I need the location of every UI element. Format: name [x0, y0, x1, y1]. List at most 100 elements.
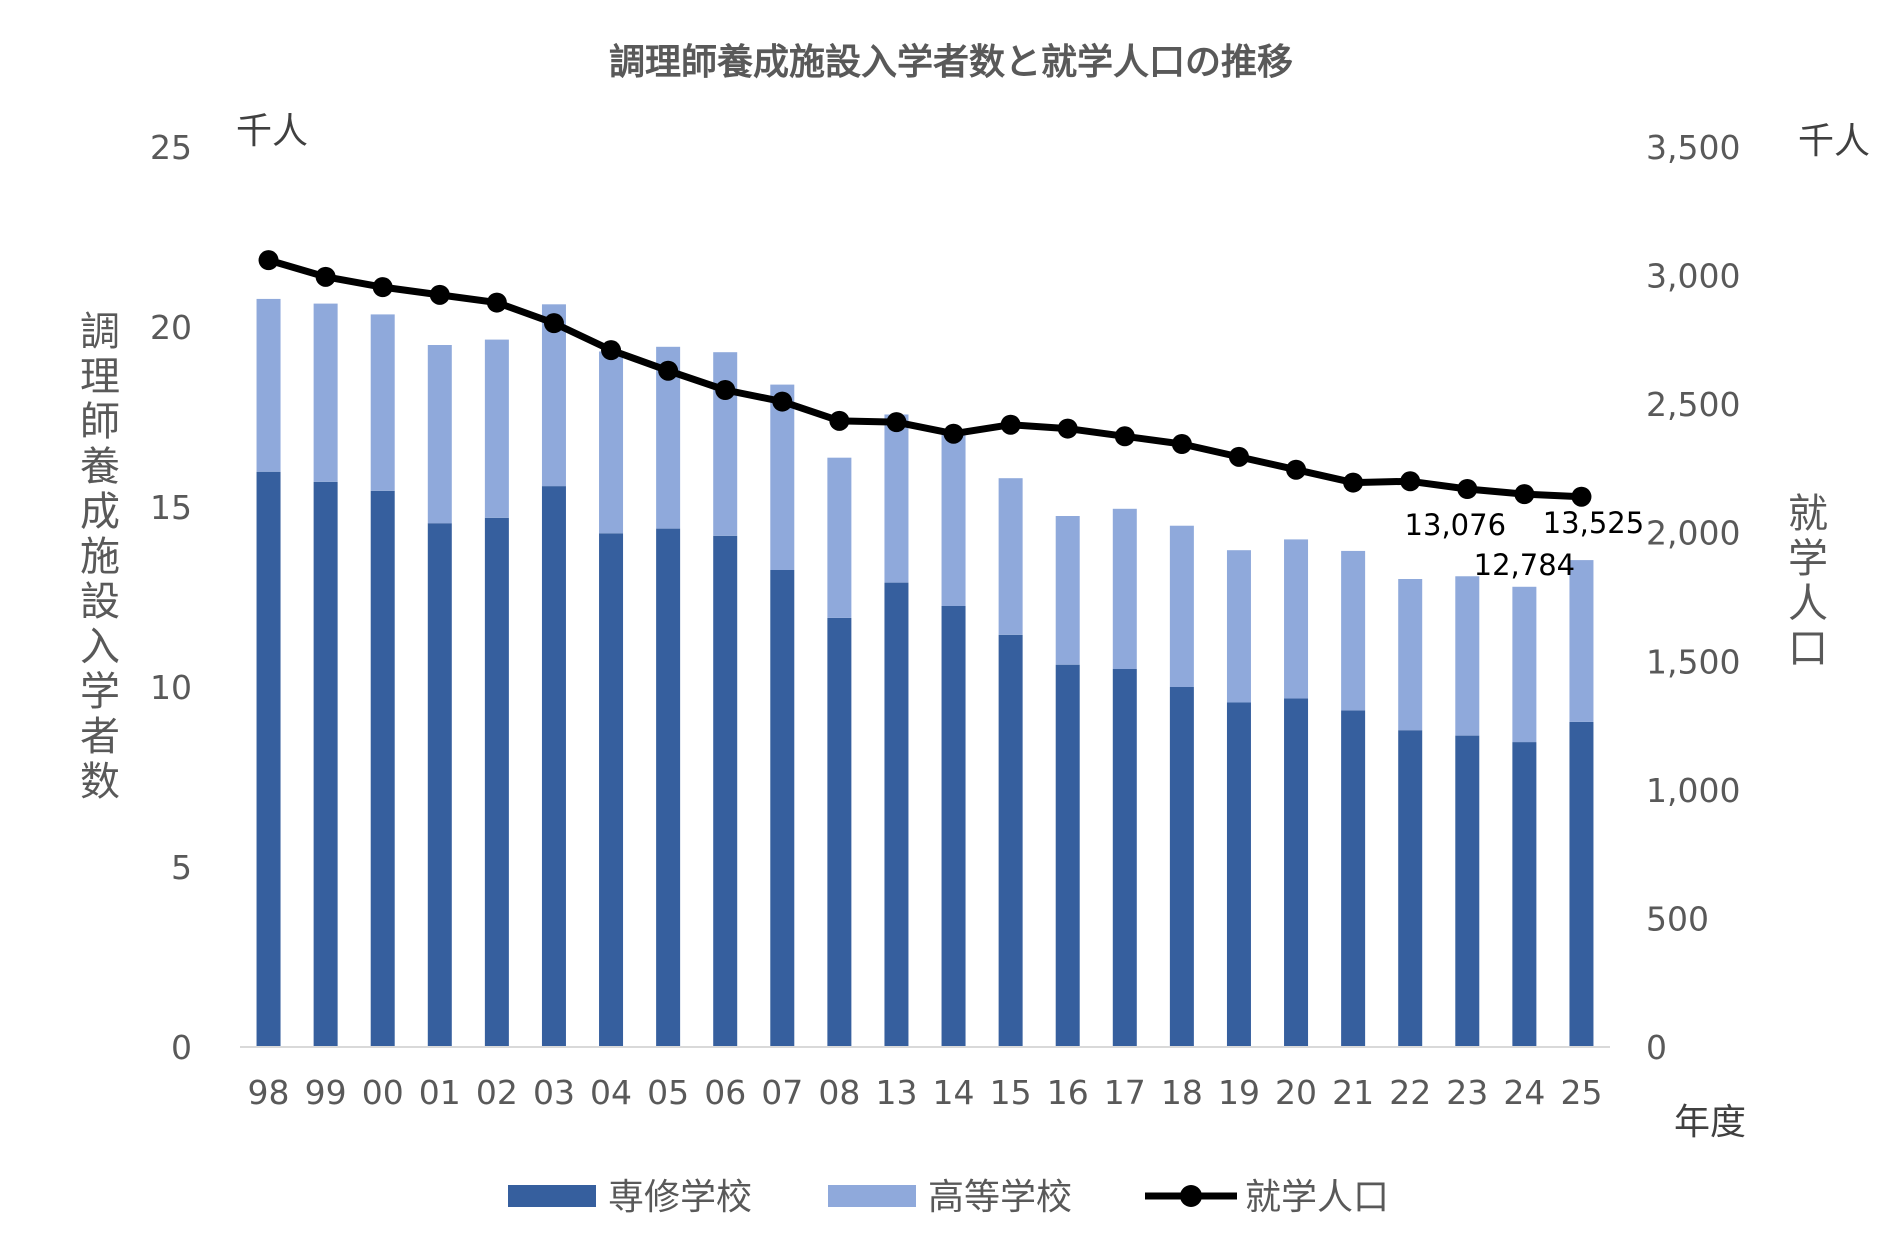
x-tick-label: 14	[933, 1073, 975, 1112]
population-point-20	[1286, 459, 1307, 480]
right-tick-label: 3,500	[1646, 128, 1740, 167]
legend-marker	[1180, 1185, 1202, 1207]
population-line-path	[267, 256, 1582, 501]
bar-senmon-99	[313, 481, 338, 1047]
x-tick-label: 05	[647, 1073, 689, 1112]
population-point-99	[315, 266, 336, 287]
left-tick-label: 15	[150, 488, 192, 527]
population-point-98	[258, 250, 279, 271]
bar-senmon-25	[1569, 721, 1594, 1047]
x-tick-label: 13	[875, 1073, 917, 1112]
population-point-04	[601, 340, 622, 361]
x-tick-label: 03	[533, 1073, 575, 1112]
bar-koto-04	[599, 351, 624, 534]
chart-title: 調理師養成施設入学者数と就学人口の推移	[609, 41, 1293, 83]
population-point-01	[429, 284, 450, 305]
x-tick-label: 02	[476, 1073, 518, 1112]
bar-senmon-06	[713, 535, 738, 1047]
x-tick-label: 24	[1503, 1073, 1545, 1112]
x-tick-label: 16	[1047, 1073, 1089, 1112]
bar-koto-17	[1112, 508, 1137, 669]
bar-koto-18	[1169, 525, 1194, 687]
right-tick-label: 1,000	[1646, 771, 1740, 810]
bar-senmon-15	[998, 634, 1023, 1047]
x-tick-label: 23	[1446, 1073, 1488, 1112]
bar-senmon-03	[541, 486, 566, 1047]
x-tick-label: 17	[1104, 1073, 1146, 1112]
bar-senmon-21	[1341, 710, 1366, 1047]
population-point-24	[1514, 484, 1535, 505]
bar-koto-16	[1055, 516, 1080, 665]
bar-senmon-04	[599, 533, 624, 1047]
bar-senmon-23	[1455, 735, 1480, 1047]
bar-koto-06	[713, 352, 738, 536]
left-axis-unit: 千人	[236, 111, 308, 152]
bar-koto-13	[884, 414, 909, 583]
x-tick-label: 18	[1161, 1073, 1203, 1112]
bar-koto-00	[370, 314, 395, 491]
bar-senmon-20	[1284, 698, 1309, 1047]
left-tick-label: 20	[150, 308, 192, 347]
population-point-21	[1343, 472, 1364, 493]
x-axis-label: 年度	[1674, 1102, 1746, 1143]
right-tick-label: 2,500	[1646, 385, 1740, 424]
population-point-18	[1171, 434, 1192, 454]
right-axis-ticks: 0 500 1,000 1,500 2,000 2,500 3,000 3,500	[1646, 128, 1740, 1067]
population-point-15	[1000, 414, 1021, 435]
x-tick-label: 04	[590, 1073, 632, 1112]
bar-senmon-24	[1512, 742, 1537, 1047]
population-point-13	[886, 412, 907, 433]
right-tick-label: 500	[1646, 899, 1709, 938]
population-point-08	[829, 410, 850, 431]
right-axis-unit: 千人	[1798, 121, 1870, 162]
left-tick-label: 0	[171, 1028, 192, 1067]
legend-label: 専修学校	[608, 1177, 752, 1218]
population-point-16	[1057, 418, 1078, 439]
bar-koto-22	[1398, 579, 1423, 731]
population-point-14	[943, 423, 964, 444]
population-line	[258, 250, 1592, 507]
bar-senmon-00	[370, 490, 395, 1047]
bar-koto-14	[941, 435, 966, 606]
population-point-00	[372, 277, 393, 298]
bar-koto-21	[1341, 550, 1366, 711]
legend-label: 就学人口	[1245, 1177, 1389, 1218]
bar-senmon-18	[1169, 687, 1194, 1047]
right-axis-label: 就学人口	[1788, 491, 1828, 672]
bar-senmon-02	[484, 517, 509, 1047]
legend-swatch	[508, 1185, 596, 1207]
population-point-17	[1114, 426, 1135, 447]
left-axis-ticks: 0 5 10 15 20 25	[150, 128, 192, 1067]
population-point-23	[1457, 479, 1478, 499]
x-tick-label: 99	[305, 1073, 347, 1112]
bar-koto-24	[1512, 586, 1537, 743]
bar-koto-99	[313, 303, 338, 482]
population-point-02	[486, 292, 507, 313]
x-tick-label: 08	[818, 1073, 860, 1112]
right-tick-label: 2,000	[1646, 514, 1740, 553]
bar-senmon-17	[1112, 669, 1137, 1047]
population-point-05	[658, 360, 679, 381]
population-point-03	[543, 313, 564, 334]
left-tick-label: 5	[171, 848, 192, 887]
population-point-07	[772, 391, 793, 412]
x-tick-label: 01	[419, 1073, 461, 1112]
data-label-24: 12,784	[1474, 548, 1575, 582]
x-tick-label: 20	[1275, 1073, 1317, 1112]
x-tick-label: 15	[990, 1073, 1032, 1112]
bars	[256, 298, 1594, 1048]
bar-senmon-98	[256, 471, 281, 1048]
population-point-25	[1571, 486, 1592, 507]
x-tick-label: 25	[1560, 1073, 1602, 1112]
x-tick-label: 07	[761, 1073, 803, 1112]
x-axis-ticks: 98 99 00 01 02 03 04 05 06 07 08 13 14 15 16 17 18 19 20 21…	[248, 1073, 1603, 1112]
bar-koto-23	[1455, 576, 1480, 736]
bar-koto-20	[1284, 539, 1309, 699]
legend: 専修学校 高等学校 就学人口	[508, 1177, 1389, 1218]
x-tick-label: 21	[1332, 1073, 1374, 1112]
bar-senmon-19	[1226, 702, 1251, 1047]
data-label-23: 13,076	[1405, 508, 1506, 542]
x-tick-label: 00	[362, 1073, 404, 1112]
data-labels: 13,076 12,784 13,525	[1405, 506, 1645, 582]
